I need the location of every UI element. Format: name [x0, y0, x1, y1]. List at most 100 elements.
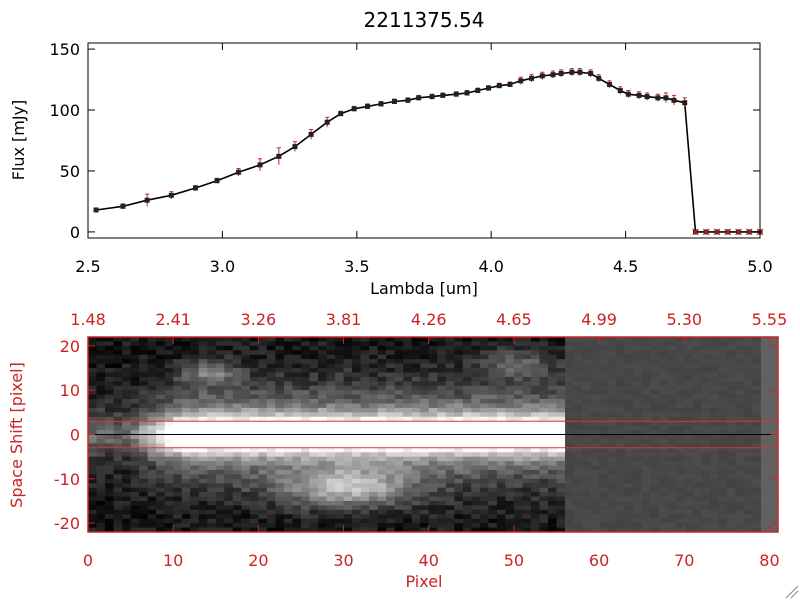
image-pixel [224, 447, 234, 453]
image-pixel [292, 407, 302, 413]
image-pixel [769, 354, 779, 360]
image-pixel [215, 421, 225, 427]
image-pixel [386, 394, 396, 400]
image-pixel [283, 341, 293, 347]
image-pixel [224, 474, 234, 480]
image-pixel [760, 376, 770, 382]
image-pixel [198, 376, 208, 382]
image-pixel [760, 345, 770, 351]
image-pixel [454, 337, 464, 342]
image-pixel [377, 354, 387, 360]
image-pixel [505, 341, 515, 347]
image-pixel [411, 354, 421, 360]
image-pixel [496, 523, 506, 528]
image-pixel [667, 474, 677, 480]
image-pixel [420, 407, 430, 413]
image-pixel [283, 412, 293, 418]
image-pixel [215, 337, 225, 342]
image-pixel [565, 421, 574, 427]
image-pixel [258, 390, 268, 396]
image-pixel [641, 390, 651, 396]
image-pixel [743, 421, 753, 427]
image-pixel [96, 394, 106, 400]
image-pixel [249, 350, 259, 356]
image-pixel [522, 465, 532, 471]
image-pixel [318, 465, 327, 471]
image-pixel [326, 425, 336, 431]
image-pixel [88, 456, 97, 462]
image-pixel [105, 527, 114, 533]
image-pixel [215, 527, 225, 533]
image-pixel [667, 518, 677, 524]
image-pixel [198, 421, 208, 427]
image-pixel [479, 518, 489, 524]
image-pixel [496, 385, 506, 391]
image-pixel [454, 407, 464, 413]
image-pixel [394, 394, 404, 400]
image-pixel [522, 359, 532, 364]
image-pixel [513, 447, 523, 453]
image-pixel [88, 447, 97, 453]
image-pixel [743, 345, 753, 351]
image-pixel [147, 500, 157, 506]
image-pixel [684, 425, 694, 431]
image-pixel [445, 403, 455, 409]
image-pixel [735, 443, 745, 449]
image-pixel [88, 403, 97, 409]
image-pixel [164, 434, 174, 440]
image-pixel [377, 372, 387, 378]
image-pixel [624, 500, 634, 506]
image-pixel [181, 376, 191, 382]
image-pixel [633, 363, 643, 369]
image-pixel [718, 500, 728, 506]
image-pixel [411, 492, 421, 497]
image-pixel [88, 483, 97, 489]
image-pixel [548, 447, 557, 453]
image-pixel [300, 527, 310, 533]
image-pixel [122, 456, 131, 462]
image-pixel [599, 438, 609, 444]
image-pixel [258, 337, 268, 342]
image-pixel [309, 505, 319, 511]
image-pixel [215, 474, 225, 480]
image-pixel [709, 341, 719, 347]
image-pixel [462, 483, 472, 489]
image-pixel [743, 527, 753, 533]
image-pixel [701, 354, 711, 360]
image-pixel [411, 500, 421, 506]
image-pixel [266, 434, 276, 440]
image-pixel [735, 523, 745, 528]
image-pixel [207, 487, 217, 493]
image-pixel [513, 363, 523, 369]
image-pixel [667, 354, 677, 360]
image-pixel [360, 487, 370, 493]
image-pixel [513, 456, 523, 462]
spectrum-y-tick-label: 0 [70, 223, 80, 242]
image-pixel [505, 337, 515, 342]
image-pixel [633, 505, 643, 511]
image-pixel [650, 487, 660, 493]
image-pixel [607, 350, 617, 356]
image-pixel [173, 341, 183, 347]
image-pixel [300, 514, 310, 520]
image-pixel [565, 438, 574, 444]
image-pixel [454, 500, 464, 506]
image-pixel [505, 478, 515, 484]
image-pixel [411, 359, 421, 364]
image-pixel [173, 514, 183, 520]
image-pixel [522, 341, 532, 347]
image-pixel [232, 478, 242, 484]
image-pixel [667, 478, 677, 484]
image-pixel [565, 425, 574, 431]
image-pixel [198, 443, 208, 449]
image-pixel [249, 345, 259, 351]
image-pixel [709, 399, 719, 404]
image-pixel [760, 443, 770, 449]
image-pixel [607, 465, 617, 471]
image-pixel [318, 483, 327, 489]
image-pixel [548, 505, 557, 511]
image-pixel [488, 341, 498, 347]
image-pixel [684, 443, 694, 449]
image-pixel [530, 438, 540, 444]
image-pixel [582, 452, 591, 458]
